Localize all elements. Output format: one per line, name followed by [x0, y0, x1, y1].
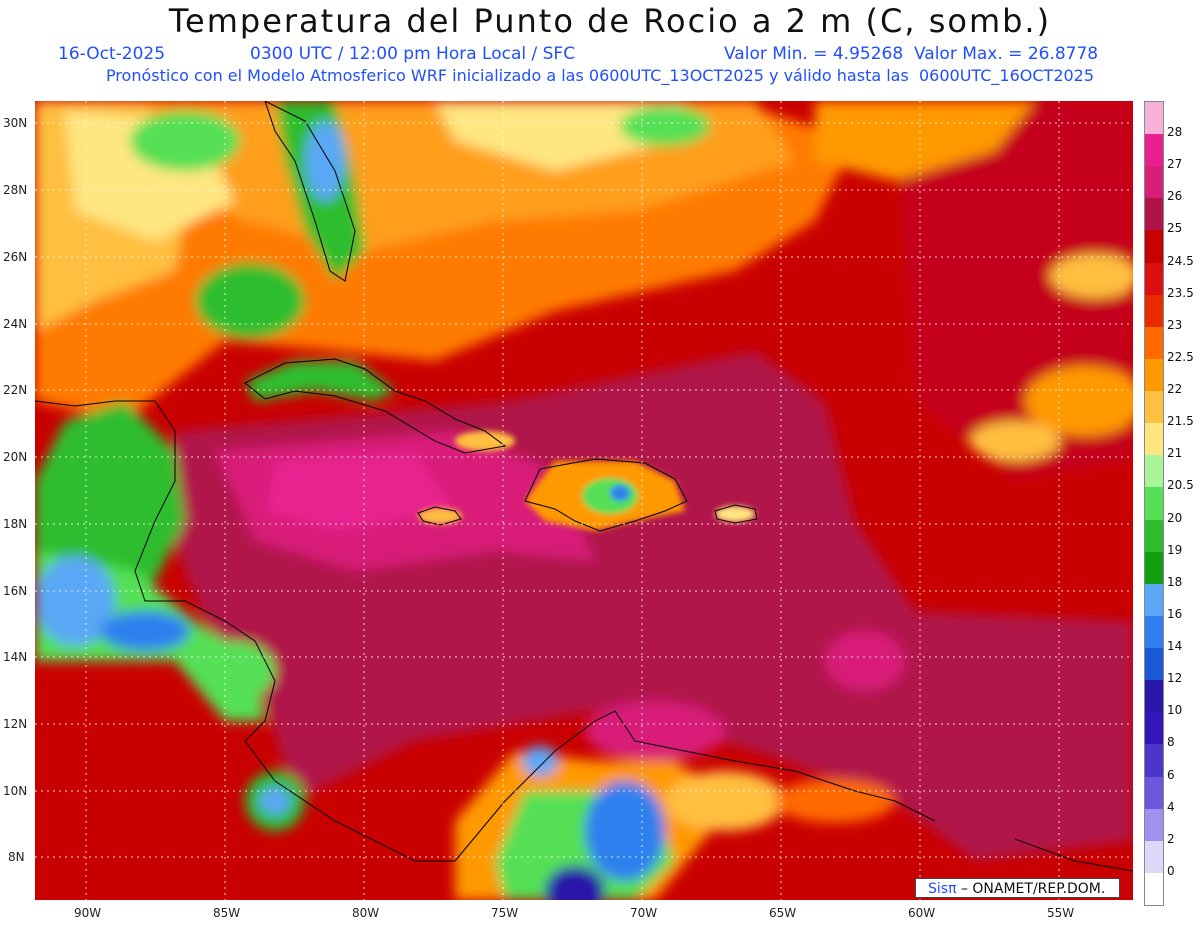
legend-swatch	[1145, 551, 1163, 585]
legend-swatch	[1145, 487, 1163, 521]
map-field	[35, 101, 1133, 900]
legend-swatch	[1145, 712, 1163, 745]
legend-label: 10	[1167, 703, 1183, 718]
legend-label: 18	[1167, 574, 1183, 589]
lat-label-10n: 10N	[3, 784, 28, 798]
legend-swatch	[1145, 198, 1163, 231]
dewpoint-map	[35, 101, 1133, 900]
coastlines	[35, 101, 1133, 872]
legend-swatch	[1145, 134, 1163, 167]
legend-label: 27	[1167, 157, 1183, 172]
lon-label-55w: 55W	[1047, 906, 1075, 920]
forecast-time: 0300 UTC / 12:00 pm Hora Local / SFC	[250, 44, 576, 64]
lon-label-60w: 60W	[908, 906, 936, 920]
value-min-max: Valor Min. = 4.95268 Valor Max. = 26.877…	[724, 44, 1099, 64]
lon-label-85w: 85W	[213, 906, 241, 920]
legend-swatch	[1145, 872, 1163, 906]
legend-label: 6	[1167, 767, 1175, 782]
legend-label: 26	[1167, 189, 1183, 204]
legend-swatch	[1145, 423, 1163, 456]
legend-swatch	[1145, 583, 1163, 617]
field-shading	[35, 101, 1133, 900]
model-info: Pronóstico con el Modelo Atmosferico WRF…	[105, 66, 1095, 85]
legend-label: 0	[1167, 863, 1175, 878]
color-legend	[1144, 101, 1164, 906]
legend-swatch	[1145, 294, 1163, 328]
legend-swatch	[1145, 326, 1163, 360]
legend-label: 14	[1167, 639, 1183, 654]
legend-swatch	[1145, 230, 1163, 264]
lon-label-70w: 70W	[630, 906, 658, 920]
credit-text: – ONAMET/REP.DOM.	[956, 881, 1106, 897]
legend-swatch	[1145, 166, 1163, 199]
legend-label: 22.5	[1167, 349, 1194, 364]
lat-label-22n: 22N	[3, 383, 28, 397]
lat-label-20n: 20N	[3, 450, 28, 464]
legend-label: 21	[1167, 446, 1183, 461]
legend-label: 20.5	[1167, 478, 1194, 493]
legend-label: 21.5	[1167, 414, 1194, 429]
lon-label-90w: 90W	[74, 906, 102, 920]
legend-swatch	[1145, 455, 1163, 488]
forecast-date: 16-Oct-2025	[58, 44, 166, 64]
legend-label: 25	[1167, 221, 1183, 236]
legend-label: 2	[1167, 831, 1175, 846]
lat-label-12n: 12N	[3, 717, 28, 731]
lat-label-26n: 26N	[3, 250, 28, 264]
legend-swatch	[1145, 776, 1163, 810]
lat-label-8n: 8N	[8, 850, 25, 864]
legend-swatch	[1145, 808, 1163, 842]
legend-swatch	[1145, 519, 1163, 553]
legend-label: 28	[1167, 125, 1183, 140]
legend-label: 20	[1167, 510, 1183, 525]
legend-swatch	[1145, 840, 1163, 874]
lon-label-80w: 80W	[352, 906, 380, 920]
legend-label: 19	[1167, 542, 1183, 557]
legend-swatch	[1145, 102, 1163, 135]
lat-label-16n: 16N	[3, 584, 28, 598]
lon-label-75w: 75W	[491, 906, 519, 920]
lat-label-30n: 30N	[3, 116, 28, 130]
legend-swatch	[1145, 615, 1163, 649]
legend-label: 24.5	[1167, 253, 1194, 268]
legend-label: 23.5	[1167, 285, 1194, 300]
legend-swatch	[1145, 262, 1163, 296]
map-title: Temperatura del Punto de Rocio a 2 m (C,…	[168, 2, 1052, 40]
lat-label-14n: 14N	[3, 650, 28, 664]
legend-label: 4	[1167, 799, 1175, 814]
legend-swatch	[1145, 391, 1163, 424]
legend-label: 22	[1167, 382, 1183, 397]
credit-brand: Sisπ	[928, 881, 957, 897]
lat-label-24n: 24N	[3, 317, 28, 331]
island-shading	[418, 431, 755, 531]
legend-swatch	[1145, 648, 1163, 681]
legend-swatch	[1145, 744, 1163, 777]
legend-label: 23	[1167, 317, 1183, 332]
lat-label-18n: 18N	[3, 517, 28, 531]
legend-label: 8	[1167, 735, 1175, 750]
credit-box: Sisπ – ONAMET/REP.DOM.	[915, 878, 1120, 898]
legend-label: 16	[1167, 606, 1183, 621]
lon-label-65w: 65W	[769, 906, 797, 920]
lat-label-28n: 28N	[3, 183, 28, 197]
gridlines	[35, 101, 1133, 900]
legend-swatch	[1145, 680, 1163, 713]
legend-swatch	[1145, 358, 1163, 392]
legend-label: 12	[1167, 671, 1183, 686]
